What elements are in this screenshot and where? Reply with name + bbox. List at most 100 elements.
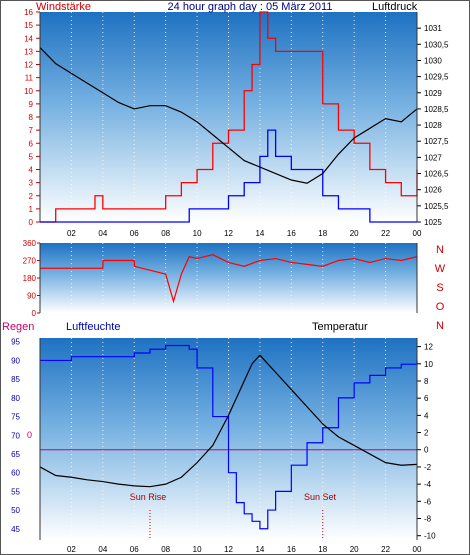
- pressure-tick-label: 1025: [424, 218, 442, 227]
- x-tick-label: 00: [413, 229, 422, 238]
- x-tick-label: 22: [381, 545, 390, 554]
- pressure-tick-label: 1030: [424, 56, 442, 65]
- compass-w: W: [435, 263, 446, 275]
- temperature-tick-label: 6: [424, 394, 429, 403]
- chart-marks: 01234567891011121314151610251025,5102610…: [11, 8, 449, 554]
- humidity-tick-label: 55: [11, 487, 20, 496]
- pressure-tick-label: 1030,5: [424, 40, 449, 49]
- humidity-tick-label: 45: [11, 525, 20, 534]
- x-tick-label: 20: [350, 545, 359, 554]
- pressure-tick-label: 1029: [424, 89, 442, 98]
- wind-tick-label: 0: [29, 218, 34, 227]
- x-tick-label: 10: [193, 229, 202, 238]
- wind-direction-line: [40, 254, 418, 304]
- humidity-tick-label: 80: [11, 394, 20, 403]
- direction-tick-label: 360: [23, 239, 37, 248]
- x-tick-label: 08: [161, 229, 170, 238]
- pressure-tick-label: 1026,5: [424, 170, 449, 179]
- wind-tick-label: 16: [24, 8, 33, 17]
- pressure-tick-label: 1025,5: [424, 202, 449, 211]
- wind-tick-label: 4: [29, 166, 34, 175]
- humidity-tick-label: 75: [11, 413, 20, 422]
- x-tick-label: 04: [98, 545, 107, 554]
- direction-tick-label: 270: [23, 257, 37, 266]
- temperature-tick-label: 2: [424, 429, 429, 438]
- temperature-tick-label: -4: [424, 480, 432, 489]
- temperature-tick-label: -10: [424, 532, 436, 541]
- humidity-tick-label: 70: [11, 431, 20, 440]
- pressure-tick-label: 1028: [424, 121, 442, 130]
- x-tick-label: 16: [287, 545, 296, 554]
- x-tick-label: 10: [193, 545, 202, 554]
- pressure-line: [39, 47, 418, 184]
- wind-tick-label: 12: [24, 61, 33, 70]
- x-tick-label: 08: [161, 545, 170, 554]
- temperature-tick-label: 0: [424, 446, 429, 455]
- temperature-tick-label: 12: [424, 343, 433, 352]
- x-tick-label: 02: [67, 545, 76, 554]
- x-tick-label: 00: [413, 545, 422, 554]
- sun-rise-label: Sun Rise: [130, 492, 167, 502]
- pressure-tick-label: 1027: [424, 153, 442, 162]
- temperature-line: [39, 354, 418, 488]
- x-tick-label: 12: [224, 229, 233, 238]
- pressure-tick-label: 1028,5: [424, 105, 449, 114]
- x-tick-label: 18: [318, 545, 327, 554]
- sun-set-label: Sun Set: [304, 492, 337, 502]
- humidity-line: [40, 344, 418, 530]
- pressure-tick-label: 1026: [424, 186, 442, 195]
- wind-tick-label: 1: [29, 205, 34, 214]
- humidity-tick-label: 90: [11, 356, 20, 365]
- wind-tick-label: 14: [24, 34, 33, 43]
- wind-tick-label: 13: [24, 47, 33, 56]
- direction-tick-label: 0: [32, 309, 37, 318]
- wind-tick-label: 7: [29, 126, 34, 135]
- wind-tick-label: 11: [25, 74, 34, 83]
- direction-tick-label: 180: [23, 274, 37, 283]
- x-tick-label: 16: [287, 229, 296, 238]
- x-tick-label: 22: [381, 229, 390, 238]
- pressure-tick-label: 1031: [424, 24, 442, 33]
- compass-s: S: [436, 282, 443, 294]
- wind-direction-plot-area: [40, 243, 417, 313]
- direction-tick-label: 90: [27, 292, 36, 301]
- x-tick-label: 04: [98, 229, 107, 238]
- humidity-tick-label: 60: [11, 469, 20, 478]
- wind-tick-label: 10: [24, 87, 33, 96]
- humidity-tick-label: 95: [11, 338, 20, 347]
- wind-tick-label: 15: [24, 21, 33, 30]
- compass-n-bottom: N: [436, 320, 444, 332]
- humidity-tick-label: 50: [11, 506, 20, 515]
- temperature-axis-title: Temperatur: [312, 321, 368, 333]
- wind-tick-label: 2: [29, 192, 34, 201]
- x-tick-label: 20: [350, 229, 359, 238]
- wind-axis-title: Windstärke: [36, 1, 91, 13]
- pressure-tick-label: 1029,5: [424, 73, 449, 82]
- temperature-tick-label: -8: [424, 515, 432, 524]
- pressure-tick-label: 1027,5: [424, 137, 449, 146]
- rain-axis-title: Regen: [2, 321, 34, 333]
- temperature-tick-label: 8: [424, 377, 429, 386]
- wind-tick-label: 6: [29, 139, 34, 148]
- temperature-tick-label: 4: [424, 411, 429, 420]
- x-tick-label: 06: [130, 545, 139, 554]
- pressure-axis-title: Luftdruck: [372, 1, 418, 13]
- x-tick-label: 12: [224, 545, 233, 554]
- compass-o: O: [436, 301, 445, 313]
- wind-tick-label: 3: [29, 179, 34, 188]
- x-tick-label: 18: [318, 229, 327, 238]
- humidity-axis-title: Luftfeuchte: [66, 321, 120, 333]
- x-tick-label: 02: [67, 229, 76, 238]
- compass-n-top: N: [436, 244, 444, 256]
- x-tick-label: 06: [130, 229, 139, 238]
- humidity-tick-label: 65: [11, 450, 20, 459]
- wind-tick-label: 9: [29, 100, 34, 109]
- x-tick-label: 14: [255, 229, 264, 238]
- wind-tick-label: 8: [29, 113, 34, 122]
- wind-avg-line: [40, 129, 417, 223]
- x-tick-label: 14: [255, 545, 264, 554]
- temperature-tick-label: 10: [424, 360, 433, 369]
- wind-max-line: [40, 11, 418, 223]
